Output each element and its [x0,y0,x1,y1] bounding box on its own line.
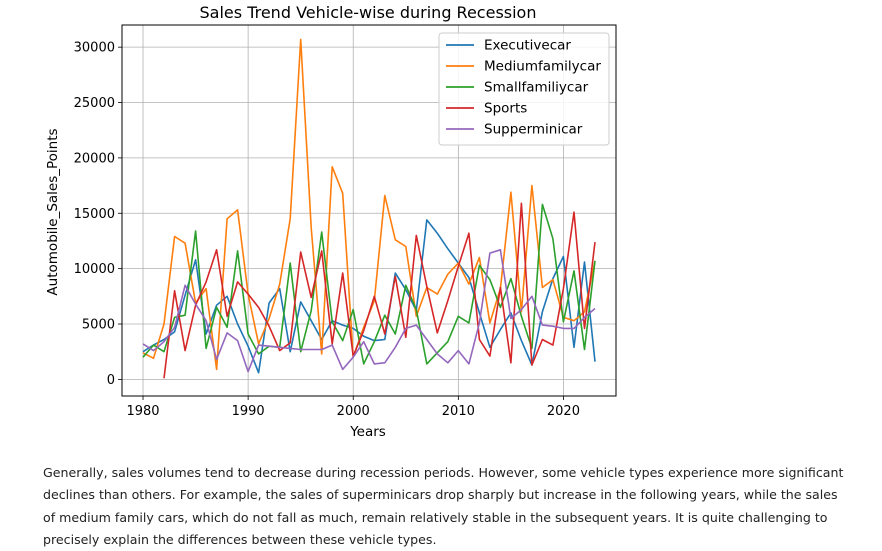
series-line-executivecar [142,219,596,374]
legend-label: Smallfamiliycar [484,80,589,96]
x-tick-label: 2000 [337,404,370,419]
legend-label: Sports [484,101,527,117]
y-tick-label: 25000 [74,96,115,111]
y-axis-label: Automobile_Sales_Points [45,128,61,295]
y-tick-label: 0 [107,373,115,388]
legend-label: Supperminicar [484,122,583,138]
x-tick-label: 1990 [232,404,265,419]
x-tick-label: 2020 [547,404,580,419]
legend-label: Executivecar [484,38,571,54]
plot-frame [121,24,617,397]
y-tick-label: 20000 [74,151,115,166]
y-tick-label: 5000 [82,318,115,333]
x-tick-label: 2010 [442,404,475,419]
legend-box [438,32,610,146]
legend-label: Mediumfamilycar [484,59,601,75]
y-tick-label: 30000 [74,41,115,56]
y-tick-label: 10000 [74,262,115,277]
x-axis-label: Years [349,424,386,440]
line-chart: 1980 1990 2000 2010 2020 0 5000 10000 15000 20000… [45,3,617,440]
legend: Executivecar Mediumfamilycar Smallfamiliyc… [438,32,610,146]
series-line-supperminicar [142,249,596,373]
y-tick-label: 15000 [74,207,115,222]
x-tick-label: 1980 [126,404,159,419]
chart-title: Sales Trend Vehicle-wise during Recessio… [200,3,537,22]
series-line-sports [163,202,596,379]
caption-text: Generally, sales volumes tend to decreas… [43,465,844,547]
